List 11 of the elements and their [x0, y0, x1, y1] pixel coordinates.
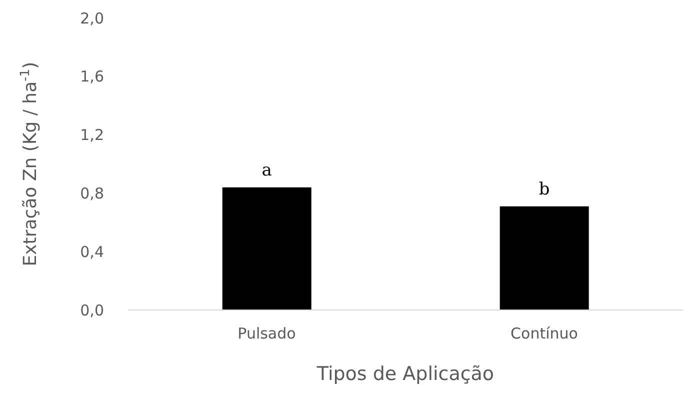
- x-tick-label: Pulsado: [238, 324, 296, 343]
- y-tick-label: 0,8: [80, 184, 104, 203]
- y-tick-label: 2,0: [80, 9, 104, 28]
- y-tick-label: 1,6: [80, 68, 104, 86]
- y-tick-label: 1,2: [80, 126, 104, 144]
- data-label: b: [538, 179, 550, 200]
- data-label: a: [262, 160, 272, 180]
- y-tick-label: 0,0: [80, 301, 104, 320]
- y-tick-label: 0,4: [80, 242, 104, 261]
- x-tick-label: Contínuo: [510, 324, 578, 343]
- x-axis-title: Tipos de Aplicação: [316, 363, 494, 385]
